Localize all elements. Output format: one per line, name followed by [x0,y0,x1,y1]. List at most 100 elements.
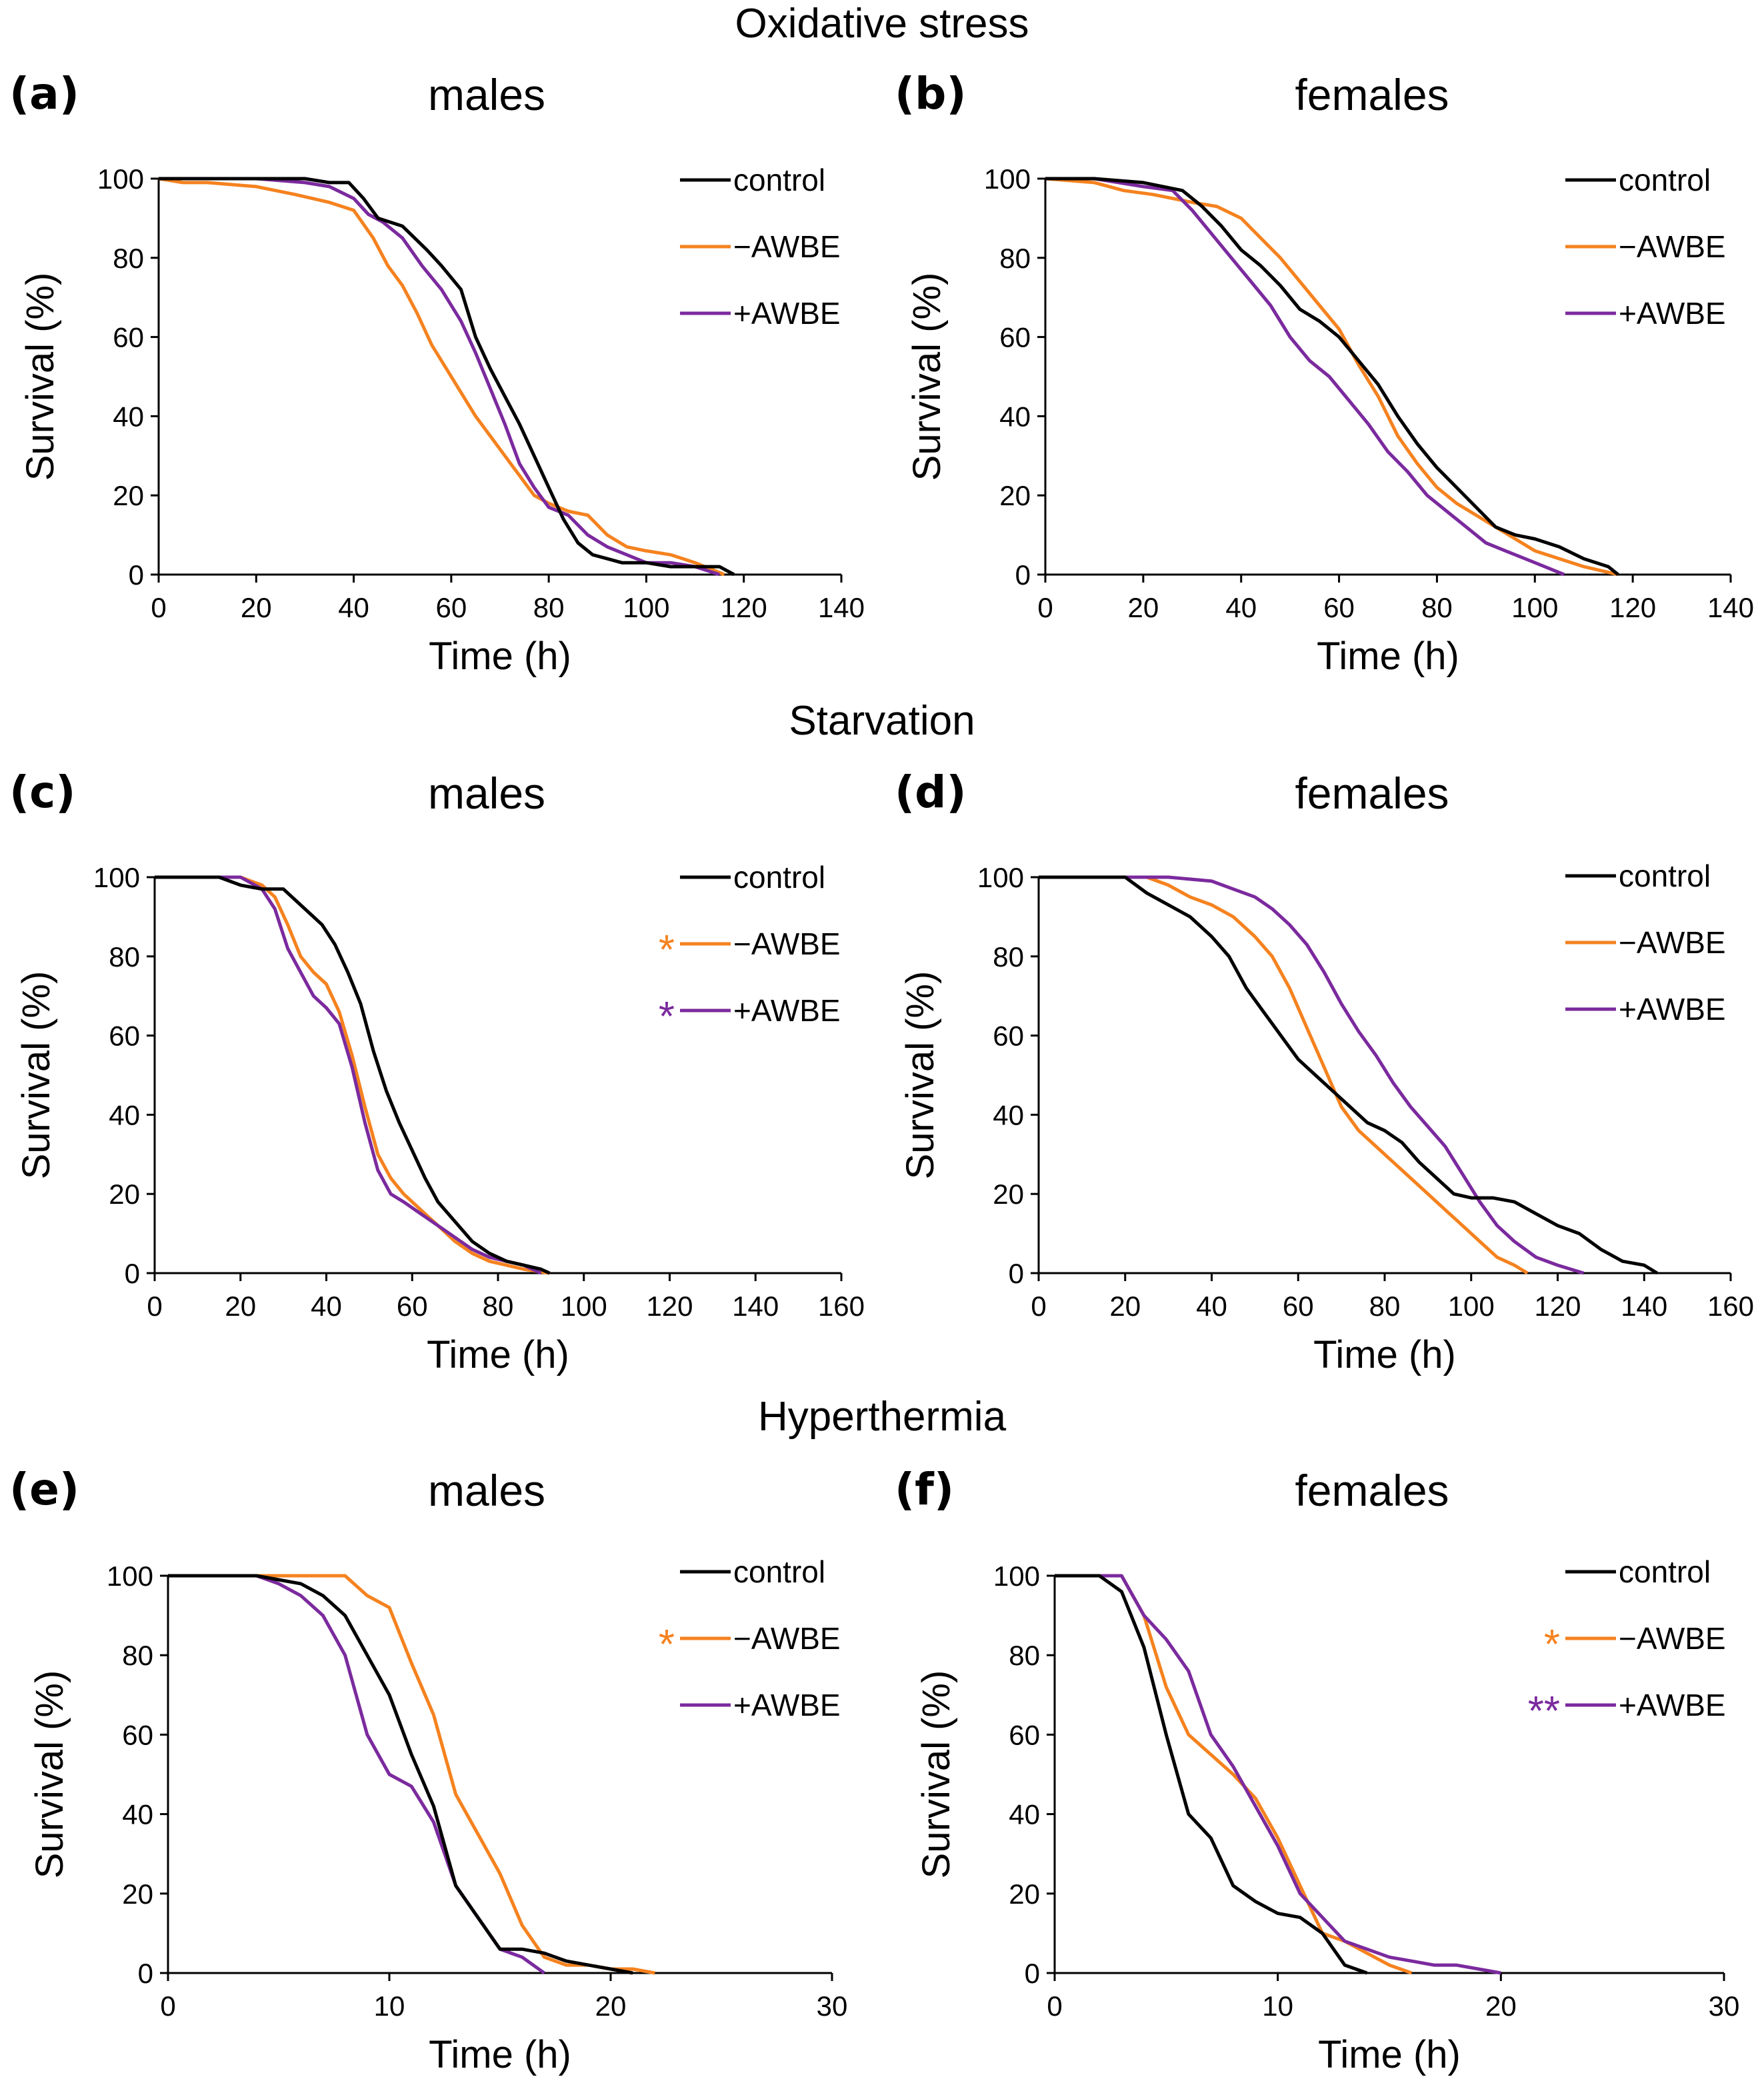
series-line-c-plus [155,875,542,1275]
panel-title-f: females [1295,1466,1449,1515]
x-tick-label-a: 20 [241,592,272,623]
y-axis-label-d: Survival (%) [899,971,942,1180]
y-tick-label-c: 0 [125,1258,140,1289]
y-tick-label-b: 80 [999,243,1031,274]
series-line-b-plus [1045,177,1565,577]
x-tick-label-b: 140 [1707,592,1754,623]
x-tick-label-b: 0 [1037,592,1053,623]
legend-label-a-plus: +AWBE [733,296,841,331]
x-tick-label-a: 0 [151,592,166,623]
x-tick-label-c: 20 [225,1290,256,1322]
y-tick-label-d: 60 [993,1021,1024,1052]
y-tick-label-e: 0 [138,1958,153,1989]
y-axis-label-c: Survival (%) [15,971,58,1180]
x-tick-label-a: 120 [721,592,767,623]
x-tick-label-a: 60 [435,592,467,623]
legend-label-f-minus: −AWBE [1619,1621,1726,1656]
legend-label-a-control: control [733,163,825,197]
x-axis-label-d: Time (h) [1313,1333,1456,1376]
x-tick-label-d: 40 [1196,1290,1227,1322]
series-line-b-minus [1045,177,1619,577]
significance-marker-e-minus: * [659,1622,675,1668]
series-line-d-control [1039,875,1659,1275]
series-line-d-minus [1039,875,1529,1275]
x-tick-label-a: 140 [818,592,865,623]
x-tick-label-b: 120 [1609,592,1656,623]
legend-label-d-minus: −AWBE [1619,925,1726,960]
x-tick-label-c: 160 [818,1290,865,1322]
x-axis-label-b: Time (h) [1317,635,1459,678]
legend-label-e-plus: +AWBE [733,1688,841,1722]
y-tick-label-d: 0 [1009,1258,1024,1289]
x-tick-label-f: 20 [1485,1990,1517,2022]
y-tick-label-f: 0 [1025,1958,1040,1989]
legend-label-b-control: control [1619,163,1711,197]
y-tick-label-f: 40 [1009,1799,1040,1830]
x-axis-label-a: Time (h) [429,635,571,678]
panel-title-d: females [1295,769,1449,818]
series-line-a-control [159,177,735,577]
y-tick-label-e: 20 [122,1878,153,1910]
x-tick-label-b: 20 [1127,592,1159,623]
x-tick-label-c: 60 [397,1290,428,1322]
legend-label-a-minus: −AWBE [733,229,841,264]
series-line-b-control [1045,177,1619,576]
panel-title-b: females [1295,70,1449,119]
x-axis-label-c: Time (h) [427,1333,569,1376]
series-line-e-minus [168,1574,655,1975]
panel-label-e: (e) [9,1464,80,1515]
panel-label-b: (b) [895,68,967,119]
x-tick-label-d: 120 [1534,1290,1581,1322]
x-axis-label-f: Time (h) [1318,2033,1461,2076]
y-tick-label-e: 80 [122,1640,153,1671]
series-line-c-minus [155,875,550,1275]
panel-label-a: (a) [9,68,79,119]
y-tick-label-f: 60 [1009,1719,1040,1750]
series-line-e-control [168,1574,633,1975]
panel-title-e: males [427,1466,546,1515]
y-tick-label-d: 40 [993,1099,1024,1130]
x-tick-label-d: 60 [1283,1290,1314,1322]
series-line-f-minus [1055,1574,1413,1975]
y-tick-label-d: 20 [993,1178,1024,1210]
y-tick-label-c: 40 [109,1099,140,1130]
y-tick-label-c: 80 [109,941,140,973]
legend-label-f-plus: +AWBE [1619,1688,1726,1722]
section-title-oxidative: Oxidative stress [735,1,1029,47]
series-line-a-minus [158,177,725,577]
y-tick-label-a: 60 [113,322,144,353]
legend-label-e-control: control [733,1554,825,1589]
panel-title-c: males [427,769,546,818]
legend-label-d-control: control [1619,859,1711,893]
y-tick-label-a: 0 [129,559,144,591]
y-axis-label-b: Survival (%) [905,273,949,481]
panel-label-f: (f) [895,1464,955,1515]
x-tick-label-f: 30 [1709,1990,1740,2022]
series-line-a-plus [159,177,720,577]
x-tick-label-e: 0 [160,1990,175,2022]
y-tick-label-b: 40 [999,401,1031,432]
x-tick-label-e: 30 [817,1990,848,2022]
series-line-f-plus [1055,1574,1501,1975]
x-tick-label-b: 60 [1323,592,1355,623]
x-tick-label-d: 140 [1621,1290,1667,1322]
legend-label-b-plus: +AWBE [1619,296,1726,331]
y-tick-label-b: 100 [984,163,1031,195]
y-tick-label-c: 100 [93,862,140,893]
x-tick-label-a: 100 [623,592,669,623]
x-tick-label-c: 120 [646,1290,693,1322]
x-tick-label-f: 10 [1262,1990,1293,2022]
y-tick-label-b: 60 [999,322,1031,353]
x-tick-label-b: 40 [1225,592,1257,623]
x-tick-label-d: 100 [1448,1290,1495,1322]
y-tick-label-b: 20 [999,480,1031,511]
y-tick-label-a: 100 [97,163,144,195]
y-tick-label-f: 80 [1009,1640,1040,1671]
panel-label-d: (d) [895,767,967,818]
legend-label-d-plus: +AWBE [1619,992,1726,1027]
significance-marker-c-plus: * [659,994,675,1040]
x-tick-label-f: 0 [1047,1990,1062,2022]
legend-label-b-minus: −AWBE [1619,229,1726,264]
significance-marker-c-minus: * [659,927,675,973]
y-tick-label-e: 40 [122,1799,153,1830]
